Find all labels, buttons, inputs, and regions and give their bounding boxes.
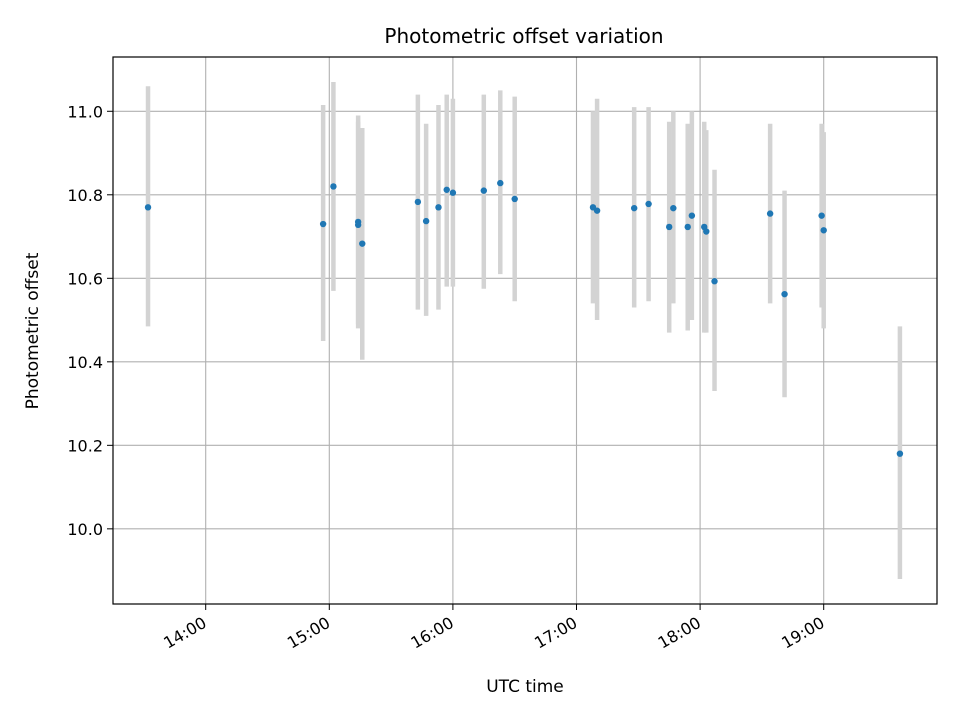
data-point <box>435 204 442 211</box>
data-point <box>684 223 691 231</box>
data-point <box>670 204 677 212</box>
chart-title: Photometric offset variation <box>384 24 663 48</box>
data-point <box>711 278 718 285</box>
data-point <box>497 179 504 187</box>
data-point <box>593 207 601 214</box>
data-point <box>766 210 774 217</box>
y-tick-label: 11.0 <box>67 102 103 121</box>
data-point <box>820 227 827 234</box>
data-point <box>359 240 366 247</box>
data-point <box>688 212 696 219</box>
data-point <box>630 204 638 212</box>
data-point <box>144 204 152 211</box>
y-tick-label: 10.8 <box>67 186 103 205</box>
x-axis-label: UTC time <box>486 677 564 697</box>
y-axis-label: Photometric offset <box>23 252 43 409</box>
data-point <box>896 450 904 457</box>
plot-frame <box>112 56 938 605</box>
data-point <box>703 228 710 235</box>
y-tick-label: 10.6 <box>67 269 103 288</box>
data-point <box>781 290 788 298</box>
data-point <box>414 198 422 206</box>
y-axis: 10.0 10.2 10.4 10.6 10.8 11.0 <box>67 102 113 539</box>
y-tick-label: 10.2 <box>67 436 103 455</box>
data-point <box>818 212 825 219</box>
data-point <box>422 217 430 225</box>
data-point <box>330 183 337 190</box>
y-tick-label: 10.0 <box>67 520 103 539</box>
data-point <box>354 221 362 229</box>
data-point <box>319 220 327 228</box>
data-point <box>480 187 487 194</box>
data-point <box>645 200 652 208</box>
data-point <box>449 189 457 196</box>
y-tick-label: 10.4 <box>67 353 103 372</box>
data-point <box>666 223 673 231</box>
data-point <box>443 186 450 193</box>
data-points <box>144 179 904 457</box>
data-point <box>511 195 518 203</box>
